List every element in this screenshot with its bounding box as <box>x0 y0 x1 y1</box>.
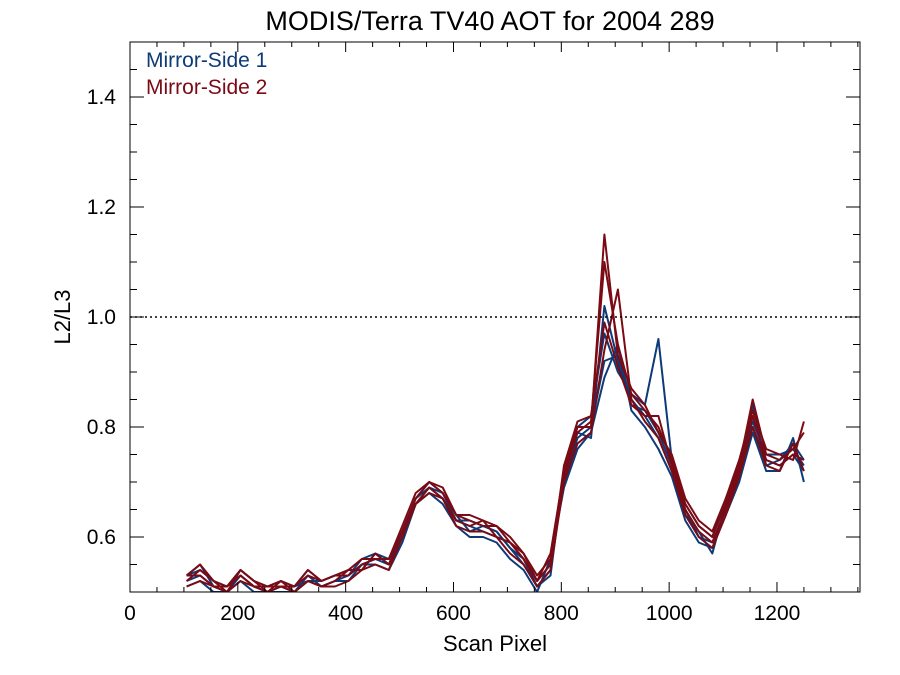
series-1-line-3 <box>186 343 805 592</box>
x-tick-label: 800 <box>544 602 579 625</box>
y-tick-label: 1.4 <box>87 86 117 109</box>
y-tick-label: 0.8 <box>87 416 116 439</box>
axis-ticks <box>129 41 860 593</box>
x-tick-label: 400 <box>328 602 363 625</box>
y-tick-label: 0.6 <box>87 526 116 549</box>
y-axis-label: L2/L3 <box>50 289 75 344</box>
series-2-line-3 <box>186 288 805 592</box>
x-tick-label: 600 <box>436 602 471 625</box>
legend-entry-1: Mirror-Side 1 <box>146 49 267 72</box>
y-tick-label: 1.2 <box>87 196 116 219</box>
x-tick-label: 1000 <box>646 602 693 625</box>
x-tick-label: 1200 <box>754 602 801 625</box>
series-lines <box>185 233 805 592</box>
chart-title: MODIS/Terra TV40 AOT for 2004 289 <box>265 6 714 36</box>
x-axis-label: Scan Pixel <box>443 631 547 656</box>
y-tick-label: 1.0 <box>87 306 116 329</box>
x-tick-label: 200 <box>220 602 255 625</box>
series-1-line-1 <box>186 354 805 592</box>
series-2-line-4 <box>185 233 805 588</box>
x-tick-labels: 0 200 400 600 800 1000 1200 <box>124 602 800 625</box>
y-tick-labels: 0.6 0.8 1.0 1.2 1.4 <box>87 86 117 549</box>
series-1-line-4 <box>185 305 805 588</box>
series-2-line-1 <box>186 261 805 588</box>
legend-entry-2: Mirror-Side 2 <box>146 76 267 99</box>
legend: Mirror-Side 1 Mirror-Side 2 <box>146 49 267 99</box>
x-tick-label: 0 <box>124 602 136 625</box>
